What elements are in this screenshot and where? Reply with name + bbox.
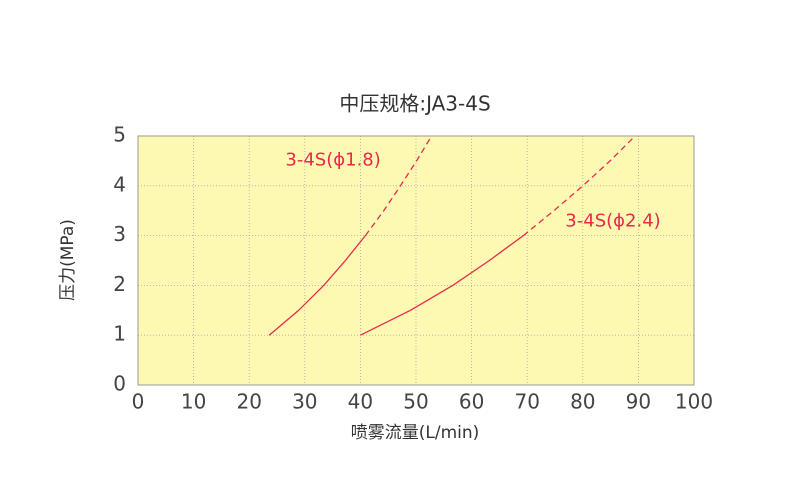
line: [364, 135, 433, 236]
x-tick-label: 90: [626, 390, 651, 414]
x-tick-label: 20: [236, 390, 261, 414]
x-tick-label: 0: [132, 390, 145, 414]
x-tick-label: 30: [292, 390, 317, 414]
y-tick-label: 5: [113, 123, 126, 147]
x-tick-label: 10: [181, 390, 206, 414]
line: [360, 235, 524, 336]
y-tick-label: 3: [113, 222, 126, 246]
y-tick-label: 4: [113, 172, 126, 196]
x-tick-label: 100: [675, 390, 713, 414]
plot-border: [137, 135, 695, 386]
line: [268, 235, 366, 336]
x-axis-label: 喷雾流量(L/min): [351, 423, 480, 443]
chart-title: 中压规格:JA3-4S: [339, 92, 490, 116]
y-tick-label: 0: [113, 372, 126, 396]
x-tick-label: 50: [403, 390, 428, 414]
plot-area: [138, 136, 694, 385]
y-tick-label: 2: [113, 272, 126, 296]
y-axis-label: 压力(MPa): [58, 219, 78, 301]
series-label: 3-4S(ϕ2.4): [565, 211, 660, 232]
y-tick-label: 1: [113, 322, 126, 346]
x-tick-label: 60: [459, 390, 484, 414]
x-tick-label: 40: [348, 390, 373, 414]
series-label: 3-4S(ϕ1.8): [285, 150, 380, 171]
x-tick-label: 80: [570, 390, 595, 414]
x-tick-label: 70: [514, 390, 539, 414]
